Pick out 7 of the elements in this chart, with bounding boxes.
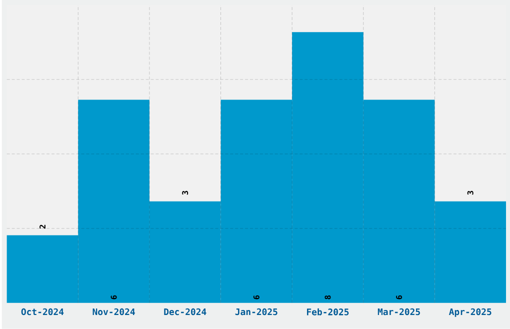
x-tick-label: Dec-2024 xyxy=(164,308,206,316)
x-tick-label: Oct-2024 xyxy=(21,308,64,316)
x-tick-label: Mar-2025 xyxy=(378,308,420,316)
x-tick-label: Jan-2025 xyxy=(235,308,278,316)
x-tick-label: Nov-2024 xyxy=(92,308,135,316)
x-tick-label: Feb-2025 xyxy=(307,308,349,316)
x-tick-label: Apr-2025 xyxy=(448,308,492,317)
